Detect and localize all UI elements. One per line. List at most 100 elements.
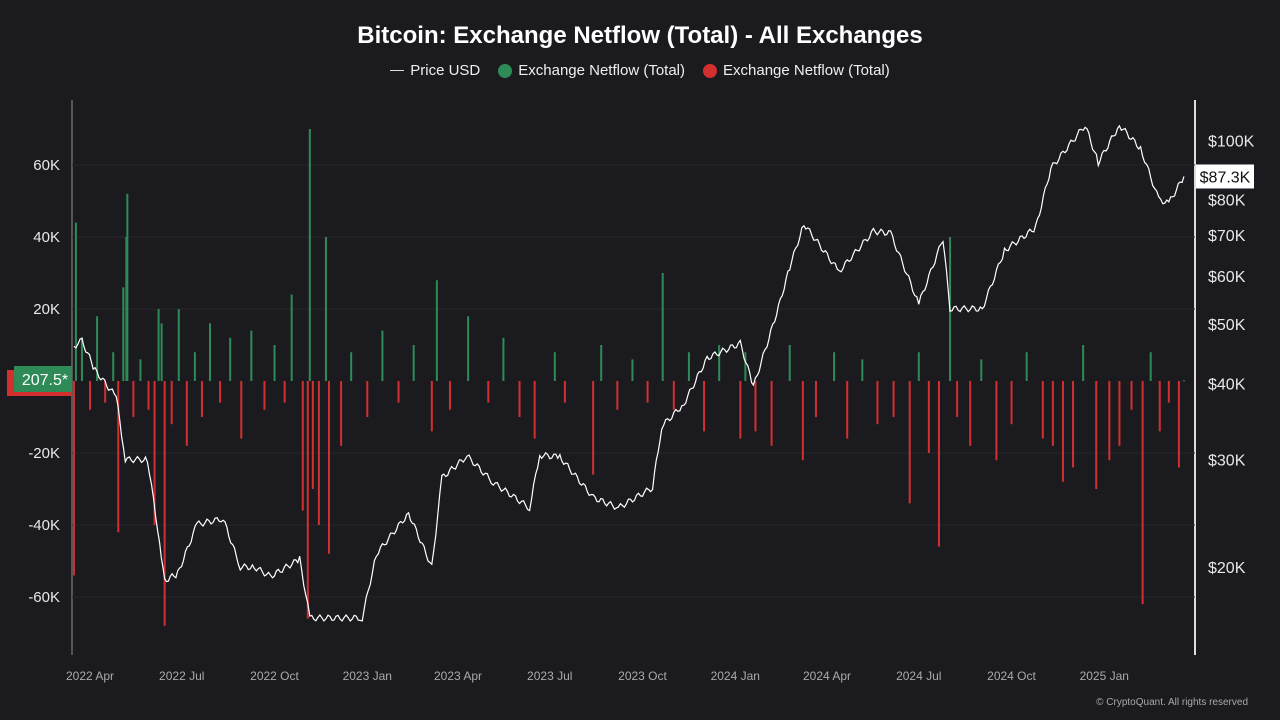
outflow-bar xyxy=(876,381,879,425)
inflow-bar xyxy=(324,237,327,381)
outflow-bar xyxy=(908,381,911,504)
outflow-bar xyxy=(72,381,75,576)
chart-title: Bitcoin: Exchange Netflow (Total) - All … xyxy=(357,22,923,49)
outflow-bar xyxy=(89,381,92,410)
inflow-bar xyxy=(833,352,836,381)
inflow-bar xyxy=(381,330,384,381)
outflow-bar xyxy=(846,381,849,439)
outflow-bar xyxy=(1095,381,1098,489)
inflow-bar xyxy=(112,352,115,381)
outflow-bar xyxy=(311,381,314,489)
outflow-bar xyxy=(1061,381,1064,482)
y-left-tick-label: -40K xyxy=(28,517,60,534)
inflow-bar xyxy=(917,352,920,381)
inflow-bar xyxy=(122,287,125,381)
outflow-bar xyxy=(340,381,343,446)
y-right-tick-label: $20K xyxy=(1208,560,1246,577)
outflow-bar xyxy=(995,381,998,461)
outflow-bar xyxy=(739,381,742,439)
outflow-bar xyxy=(163,381,166,626)
inflow-bar xyxy=(502,337,505,381)
outflow-bar xyxy=(754,381,757,432)
x-tick-label: 2023 Apr xyxy=(434,669,482,683)
inflow-bar xyxy=(412,345,415,381)
legend-item-price[interactable]: Price USD xyxy=(390,62,480,79)
outflow-bar xyxy=(132,381,135,417)
outflow-bar xyxy=(801,381,804,461)
inflow-bar xyxy=(467,316,470,381)
outflow-bar xyxy=(1072,381,1075,468)
y-left-tick-label: 20K xyxy=(33,301,60,318)
inflow-bar xyxy=(80,337,83,381)
outflow-bar xyxy=(185,381,188,446)
outflow-bar xyxy=(518,381,521,417)
inflow-bar xyxy=(1082,345,1085,381)
y-right-tick-label: $40K xyxy=(1208,376,1246,393)
x-tick-label: 2022 Oct xyxy=(250,669,299,683)
outflow-bar xyxy=(317,381,320,525)
outflow-bar xyxy=(147,381,150,410)
inflow-bar xyxy=(177,309,180,381)
y-right-tick-label: $60K xyxy=(1208,269,1246,286)
legend: Price USD Exchange Netflow (Total) Excha… xyxy=(0,62,1280,79)
outflow-bar xyxy=(117,381,120,533)
y-left-tick-label: -60K xyxy=(28,589,60,606)
inflow-bar xyxy=(744,352,747,381)
inflow-bar xyxy=(209,323,212,381)
outflow-bar xyxy=(937,381,940,547)
outflow-bar xyxy=(592,381,595,475)
outflow-bar xyxy=(153,381,156,525)
y-right-tick-label: $100K xyxy=(1208,133,1255,150)
inflow-bar xyxy=(1025,352,1028,381)
outflow-bar xyxy=(1158,381,1161,432)
inflow-bar xyxy=(631,359,634,381)
outflow-bar xyxy=(956,381,959,417)
y-left-tick-label: 60K xyxy=(33,157,60,174)
outflow-bar xyxy=(263,381,266,410)
inflow-bar xyxy=(1149,352,1152,381)
y-left-tick-label: -20K xyxy=(28,445,60,462)
inflow-bar xyxy=(788,345,791,381)
line-icon xyxy=(390,70,405,71)
x-tick-label: 2023 Oct xyxy=(618,669,667,683)
inflow-bar xyxy=(308,129,311,381)
inflow-bar xyxy=(250,330,253,381)
outflow-bar xyxy=(487,381,490,403)
inflow-bar xyxy=(125,237,128,381)
outflow-bar xyxy=(969,381,972,446)
inflow-bar xyxy=(290,294,293,381)
outflow-bar xyxy=(170,381,173,425)
y-right-tick-label: $70K xyxy=(1208,228,1246,245)
y-right-tick-label: $30K xyxy=(1208,453,1246,470)
current-price-label: $87.3K xyxy=(1200,169,1251,186)
outflow-bar xyxy=(1167,381,1170,403)
inflow-bar xyxy=(273,345,276,381)
outflow-bar xyxy=(301,381,304,511)
outflow-bar xyxy=(927,381,930,453)
inflow-bar xyxy=(126,193,129,381)
inflow-bar xyxy=(661,273,664,381)
legend-item-outflow[interactable]: Exchange Netflow (Total) xyxy=(703,62,890,79)
outflow-bar xyxy=(892,381,895,417)
current-netflow-label: 207.5* xyxy=(22,372,68,389)
inflow-bar xyxy=(980,359,983,381)
y-right-tick-label: $50K xyxy=(1208,317,1246,334)
x-tick-label: 2023 Jan xyxy=(343,669,392,683)
outflow-bar xyxy=(703,381,706,432)
x-tick-label: 2025 Jan xyxy=(1080,669,1129,683)
inflow-bar xyxy=(553,352,556,381)
price-line xyxy=(73,124,1185,622)
outflow-bar xyxy=(1177,381,1180,468)
inflow-bar xyxy=(435,280,438,381)
x-tick-label: 2022 Apr xyxy=(66,669,114,683)
x-tick-label: 2024 Jan xyxy=(711,669,760,683)
outflow-bar xyxy=(448,381,451,410)
outflow-bar xyxy=(646,381,649,403)
outflow-bar xyxy=(1130,381,1133,410)
y-right-tick-label: $80K xyxy=(1208,193,1246,210)
outflow-bar xyxy=(533,381,536,439)
inflow-bar xyxy=(193,352,196,381)
legend-item-inflow[interactable]: Exchange Netflow (Total) xyxy=(498,62,685,79)
outflow-bar xyxy=(563,381,566,403)
